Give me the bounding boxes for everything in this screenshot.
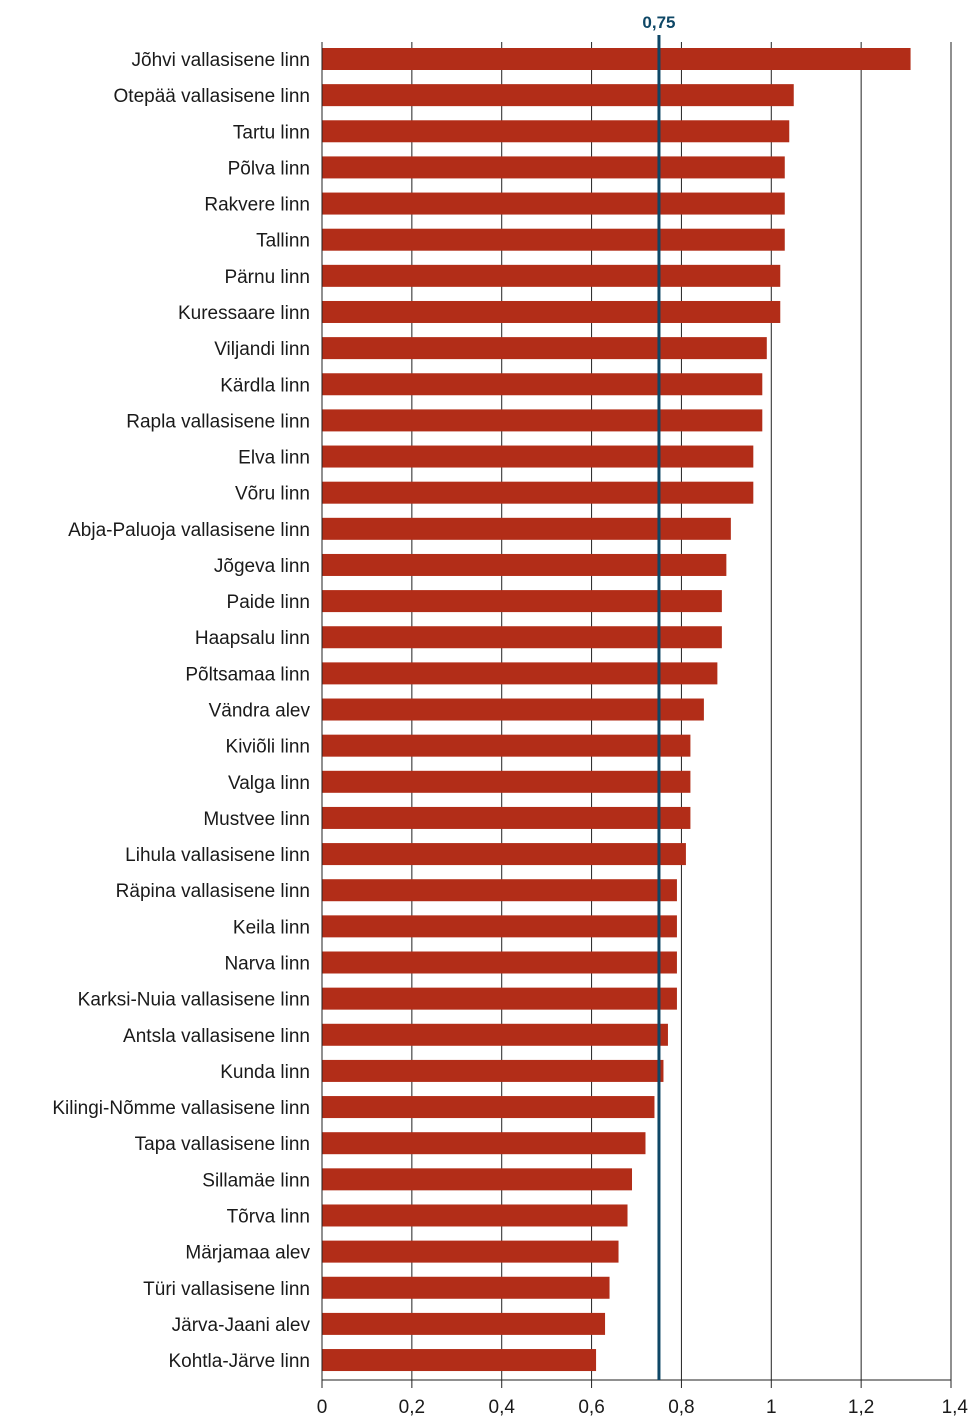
category-label: Narva linn: [224, 954, 310, 975]
category-label: Võru linn: [235, 484, 310, 505]
category-label: Räpina vallasisene linn: [116, 881, 310, 902]
x-tick-label: 0: [317, 1397, 328, 1418]
category-label: Kärdla linn: [220, 375, 310, 396]
category-label: Haapsalu linn: [195, 628, 310, 649]
bar: [322, 120, 790, 143]
x-tick-label: 0,2: [399, 1397, 425, 1418]
category-label: Kunda linn: [220, 1062, 310, 1083]
bar: [322, 770, 691, 793]
x-axis: 0 0,2 0,4 0,6 0,8 1 1,2 1,4: [317, 42, 969, 1418]
category-label: Vändra alev: [209, 701, 311, 722]
bars: [322, 48, 911, 1372]
bar: [322, 481, 754, 504]
category-label: Otepää vallasisene linn: [114, 86, 310, 107]
category-label: Sillamäe linn: [202, 1170, 310, 1191]
bar: [322, 48, 911, 70]
bar: [322, 1168, 633, 1191]
x-tick-label: 1: [766, 1397, 777, 1418]
category-label: Rakvere linn: [204, 195, 310, 216]
category-label: Mustvee linn: [203, 809, 310, 830]
category-label: Karksi-Nuia vallasisene linn: [78, 990, 310, 1011]
category-label: Jõhvi vallasisene linn: [132, 50, 311, 71]
bar: [322, 843, 686, 866]
bar: [322, 879, 677, 902]
bar: [322, 156, 785, 179]
x-tick-label: 1,4: [942, 1397, 969, 1418]
bar: [322, 1349, 597, 1372]
bar: [322, 192, 785, 215]
bar: [322, 734, 691, 757]
category-label: Tartu linn: [233, 122, 310, 143]
x-tick-label: 0,4: [489, 1397, 516, 1418]
category-label: Pärnu linn: [224, 267, 310, 288]
bar: [322, 1312, 606, 1335]
category-label: Paide linn: [227, 592, 310, 613]
bar: [322, 228, 785, 251]
bar: [322, 84, 794, 107]
bar: [322, 409, 763, 432]
category-label: Kuressaare linn: [178, 303, 310, 324]
category-label: Kiviõli linn: [226, 737, 310, 758]
category-label: Viljandi linn: [214, 339, 310, 360]
bar: [322, 300, 781, 323]
category-label: Elva linn: [238, 448, 310, 469]
bar: [322, 1240, 619, 1263]
bar: [322, 806, 691, 829]
bar: [322, 1023, 668, 1046]
bar: [322, 1059, 664, 1082]
reference-line-label: 0,75: [642, 13, 675, 32]
bar: [322, 1096, 655, 1119]
bar: [322, 264, 781, 287]
category-label: Tõrva linn: [227, 1206, 310, 1227]
category-label: Põlva linn: [228, 158, 310, 179]
category-label: Lihula vallasisene linn: [125, 845, 310, 866]
bar: [322, 987, 677, 1010]
bar: [322, 951, 677, 974]
bar: [322, 698, 704, 721]
reference-line: 0,75: [642, 13, 676, 1380]
category-labels: Jõhvi vallasisene linn Otepää vallasisene…: [52, 50, 310, 1372]
category-label: Antsla vallasisene linn: [123, 1026, 310, 1047]
category-label: Kilingi-Nõmme vallasisene linn: [52, 1098, 310, 1119]
bar: [322, 626, 722, 649]
bar: [322, 553, 727, 576]
category-label: Türi vallasisene linn: [143, 1279, 310, 1300]
bar: [322, 662, 718, 685]
bar: [322, 517, 731, 540]
category-label: Rapla vallasisene linn: [126, 411, 310, 432]
bar: [322, 915, 677, 938]
category-label: Märjamaa alev: [185, 1243, 310, 1264]
category-label: Abja-Paluoja vallasisene linn: [68, 520, 310, 541]
category-label: Valga linn: [228, 773, 310, 794]
category-label: Keila linn: [233, 917, 310, 938]
category-label: Põltsamaa linn: [185, 664, 310, 685]
x-tick-label: 0,8: [668, 1397, 694, 1418]
bar: [322, 1204, 628, 1227]
category-label: Kohtla-Järve linn: [168, 1351, 310, 1372]
bar: [322, 445, 754, 468]
bar: [322, 337, 767, 360]
category-label: Tapa vallasisene linn: [135, 1134, 310, 1155]
bar: [322, 1276, 610, 1299]
bar: [322, 590, 722, 613]
category-label: Järva-Jaani alev: [172, 1315, 311, 1336]
bar: [322, 1132, 646, 1155]
x-tick-label: 1,2: [848, 1397, 874, 1418]
bar: [322, 373, 763, 396]
category-label: Tallinn: [256, 231, 310, 252]
category-label: Jõgeva linn: [214, 556, 310, 577]
x-tick-label: 0,6: [578, 1397, 604, 1418]
